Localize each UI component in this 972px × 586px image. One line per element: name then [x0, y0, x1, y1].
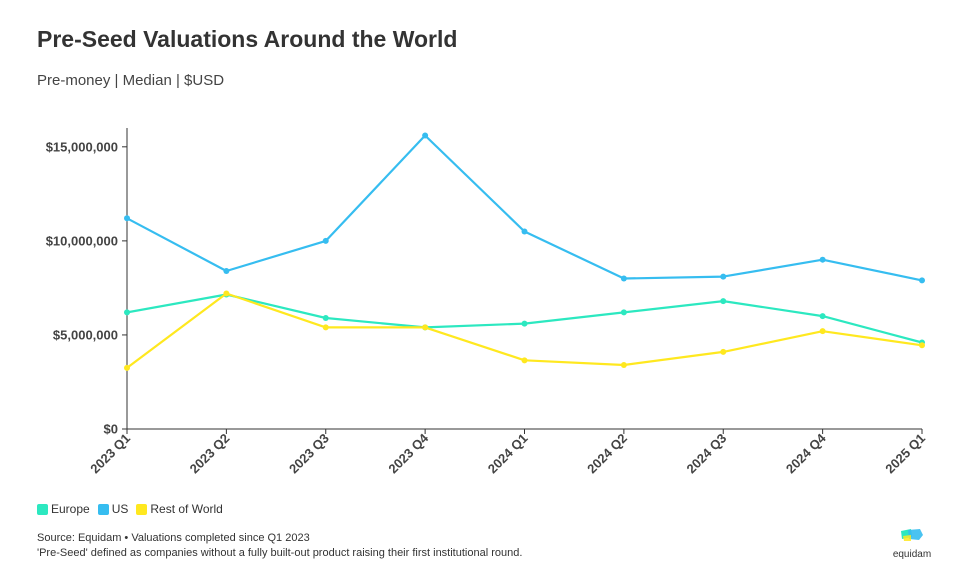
data-point-rest-of-world: [422, 324, 429, 331]
logo-text: equidam: [892, 549, 932, 560]
legend-label-rest-of-world: Rest of World: [150, 502, 223, 516]
data-point-europe: [521, 320, 528, 327]
definition-line: 'Pre-Seed' defined as companies without …: [37, 547, 523, 559]
legend-swatch-europe: [37, 503, 48, 515]
data-point-rest-of-world: [223, 290, 230, 297]
data-point-europe: [124, 309, 130, 316]
y-tick-label: $15,000,000: [46, 139, 118, 154]
equidam-logo-icon: [901, 529, 923, 541]
line-chart: $0 $5,000,000 $10,000,000 $15,000,000 2023 Q…: [46, 128, 928, 477]
chart-subtitle: Pre-money | Median | $USD: [37, 72, 225, 89]
legend-swatch-rest-of-world: [136, 503, 148, 515]
x-tick-label: 2025 Q1: [882, 431, 928, 477]
source-line: Source: Equidam • Valuations completed s…: [37, 532, 310, 544]
data-point-rest-of-world: [919, 342, 925, 349]
data-point-europe: [819, 313, 826, 320]
legend-swatch-us: [97, 503, 109, 515]
legend-label-us: US: [111, 502, 129, 516]
y-tick-label: $0: [104, 422, 118, 437]
data-point-us: [124, 215, 130, 222]
data-point-us: [620, 275, 627, 282]
legend-item-rest-of-world: Rest of World: [136, 502, 223, 516]
data-point-us: [521, 228, 528, 235]
y-tick-label: $5,000,000: [53, 327, 118, 342]
x-tick-label: 2023 Q2: [187, 431, 233, 477]
legend-item-europe: Europe: [37, 502, 90, 516]
data-point-europe: [620, 309, 627, 316]
data-point-rest-of-world: [322, 324, 329, 331]
data-point-rest-of-world: [124, 364, 130, 371]
data-point-europe: [322, 315, 329, 322]
x-tick-label: 2024 Q1: [485, 431, 531, 477]
data-point-rest-of-world: [521, 357, 528, 364]
data-point-rest-of-world: [819, 328, 826, 335]
data-point-us: [819, 256, 826, 263]
x-tick-label: 2024 Q4: [783, 430, 829, 476]
source-note: Source: Equidam • Valuations completed s…: [37, 531, 522, 561]
x-tick-label: 2024 Q2: [584, 431, 630, 477]
x-tick-label: 2024 Q3: [683, 431, 729, 477]
x-tick-label: 2023 Q1: [87, 431, 133, 477]
legend-label-europe: Europe: [51, 502, 90, 516]
chart-title: Pre-Seed Valuations Around the World: [37, 26, 458, 52]
series-line-us: [126, 134, 923, 282]
data-point-us: [720, 273, 727, 280]
data-point-us: [223, 267, 230, 274]
data-point-us: [422, 132, 429, 139]
chart-legend: Europe US Rest of World: [37, 502, 231, 516]
data-point-rest-of-world: [720, 348, 727, 355]
data-point-us: [919, 277, 925, 284]
data-point-europe: [720, 298, 727, 305]
data-point-us: [322, 237, 329, 244]
data-point-rest-of-world: [620, 362, 627, 369]
y-tick-label: $10,000,000: [46, 233, 118, 248]
x-tick-label: 2023 Q4: [385, 430, 431, 476]
series-line-rest-of-world: [126, 292, 923, 369]
legend-item-us: US: [97, 502, 129, 516]
equidam-logo: equidam: [888, 528, 936, 560]
x-tick-label: 2023 Q3: [286, 431, 332, 477]
